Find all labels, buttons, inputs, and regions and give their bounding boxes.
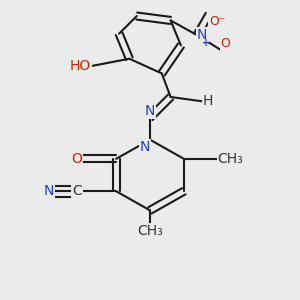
Text: O: O bbox=[221, 37, 230, 50]
Text: O⁻: O⁻ bbox=[209, 15, 225, 28]
Text: CH₃: CH₃ bbox=[218, 152, 244, 166]
Text: O: O bbox=[71, 152, 82, 166]
Text: N: N bbox=[44, 184, 54, 198]
Text: +: + bbox=[202, 38, 210, 47]
Text: HO: HO bbox=[70, 59, 91, 73]
Text: C: C bbox=[73, 184, 82, 198]
Text: CH₃: CH₃ bbox=[137, 224, 163, 238]
Text: N: N bbox=[197, 28, 208, 42]
Text: N: N bbox=[145, 103, 155, 118]
Text: N: N bbox=[140, 140, 150, 154]
Text: H: H bbox=[203, 94, 213, 108]
